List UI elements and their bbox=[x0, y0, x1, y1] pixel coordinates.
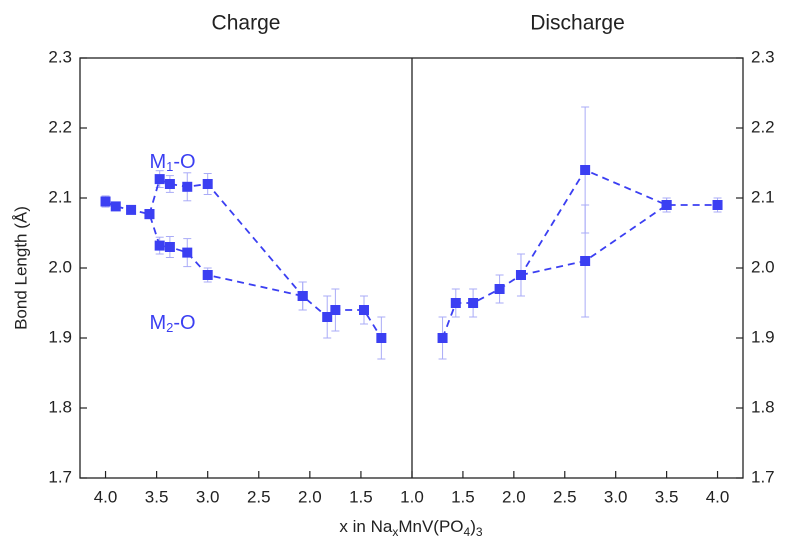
x-tick-label: 3.0 bbox=[196, 487, 220, 506]
y-tick-label: 2.0 bbox=[751, 257, 775, 276]
data-line bbox=[441, 168, 718, 339]
annotation: M1-O bbox=[149, 151, 195, 174]
x-tick-label: 2.0 bbox=[298, 487, 322, 506]
y-tick-label: 2.1 bbox=[751, 187, 775, 206]
data-point bbox=[126, 204, 137, 215]
x-label-sub: 4 bbox=[464, 525, 471, 539]
x-tick-label: 4.0 bbox=[706, 487, 730, 506]
y-tick-label: 2.2 bbox=[751, 117, 775, 136]
annotation-tail: -O bbox=[173, 151, 195, 173]
data-point bbox=[450, 298, 461, 308]
data-point bbox=[154, 240, 165, 251]
y-tick-label: 2.2 bbox=[48, 117, 72, 136]
data-point bbox=[661, 200, 672, 210]
y-tick-label: 1.9 bbox=[751, 327, 775, 346]
data-point bbox=[164, 179, 175, 189]
annotation-sub: 2 bbox=[166, 320, 173, 335]
data-line bbox=[148, 177, 304, 297]
data-line bbox=[520, 204, 668, 276]
data-point bbox=[164, 242, 175, 252]
x-tick-label: 2.5 bbox=[553, 487, 577, 506]
y-tick-label: 2.3 bbox=[48, 47, 72, 66]
x-label-sub: 3 bbox=[476, 525, 483, 539]
annotation-sub: 1 bbox=[166, 159, 173, 174]
panel-title: Charge bbox=[212, 12, 281, 35]
data-point bbox=[144, 209, 155, 220]
y-tick-label: 1.7 bbox=[48, 467, 72, 486]
data-point bbox=[182, 181, 193, 192]
data-point bbox=[100, 196, 111, 207]
data-point bbox=[580, 256, 591, 266]
x-tick-label: 3.5 bbox=[145, 487, 169, 506]
data-point bbox=[202, 270, 213, 280]
x-tick-label: 2.5 bbox=[247, 487, 271, 506]
annotation-main: M bbox=[149, 312, 166, 334]
data-point bbox=[515, 270, 526, 280]
x-tick-label: 1.5 bbox=[349, 487, 373, 506]
x-tick-label: 1.0 bbox=[400, 487, 424, 506]
y-tick-label: 1.7 bbox=[751, 467, 775, 486]
x-tick-label: 3.5 bbox=[655, 487, 679, 506]
data-point bbox=[110, 201, 121, 212]
y-tick-label: 1.8 bbox=[751, 397, 775, 416]
y-tick-label: 1.9 bbox=[48, 327, 72, 346]
data-point bbox=[376, 333, 387, 343]
data-point bbox=[322, 312, 333, 322]
x-label-part: ) bbox=[470, 517, 476, 536]
data-point bbox=[297, 291, 308, 301]
data-point bbox=[468, 298, 479, 308]
y-tick-label: 2.3 bbox=[751, 47, 775, 66]
data-point bbox=[712, 200, 723, 210]
annotation: M2-O bbox=[149, 312, 195, 335]
data-point bbox=[494, 284, 505, 294]
data-point bbox=[154, 174, 165, 185]
x-label-part: x in Na bbox=[339, 517, 392, 536]
data-point bbox=[330, 305, 341, 315]
x-tick-label: 3.0 bbox=[604, 487, 628, 506]
annotation-tail: -O bbox=[173, 312, 195, 334]
data-line bbox=[105, 200, 383, 339]
y-tick-label: 2.1 bbox=[48, 187, 72, 206]
x-tick-label: 2.0 bbox=[502, 487, 526, 506]
y-tick-label: 2.0 bbox=[48, 257, 72, 276]
x-axis-label: x in NaxMnV(PO4)3 bbox=[339, 517, 482, 539]
data-point bbox=[202, 179, 213, 189]
x-tick-label: 4.0 bbox=[94, 487, 118, 506]
data-point bbox=[358, 305, 369, 315]
panel-title: Discharge bbox=[530, 12, 625, 35]
data-point bbox=[580, 165, 591, 175]
y-axis-label: Bond Length (Å) bbox=[11, 206, 30, 330]
data-point bbox=[182, 247, 193, 258]
y-tick-label: 1.8 bbox=[48, 397, 72, 416]
x-label-part: MnV(PO bbox=[398, 517, 463, 536]
x-label-sub: x bbox=[392, 525, 398, 539]
annotation-main: M bbox=[149, 151, 166, 173]
x-tick-label: 1.5 bbox=[451, 487, 475, 506]
data-point bbox=[437, 333, 448, 343]
